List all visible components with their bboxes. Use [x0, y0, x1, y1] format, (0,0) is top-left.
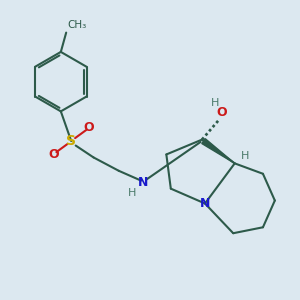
Text: H: H [211, 98, 219, 108]
Text: N: N [137, 176, 148, 189]
Text: H: H [128, 188, 136, 198]
Text: O: O [84, 121, 94, 134]
Text: CH₃: CH₃ [68, 20, 87, 30]
Polygon shape [202, 139, 235, 164]
Text: O: O [217, 106, 227, 119]
Text: S: S [66, 134, 76, 148]
Text: H: H [241, 151, 249, 161]
Text: N: N [200, 197, 210, 210]
Text: O: O [48, 148, 59, 161]
